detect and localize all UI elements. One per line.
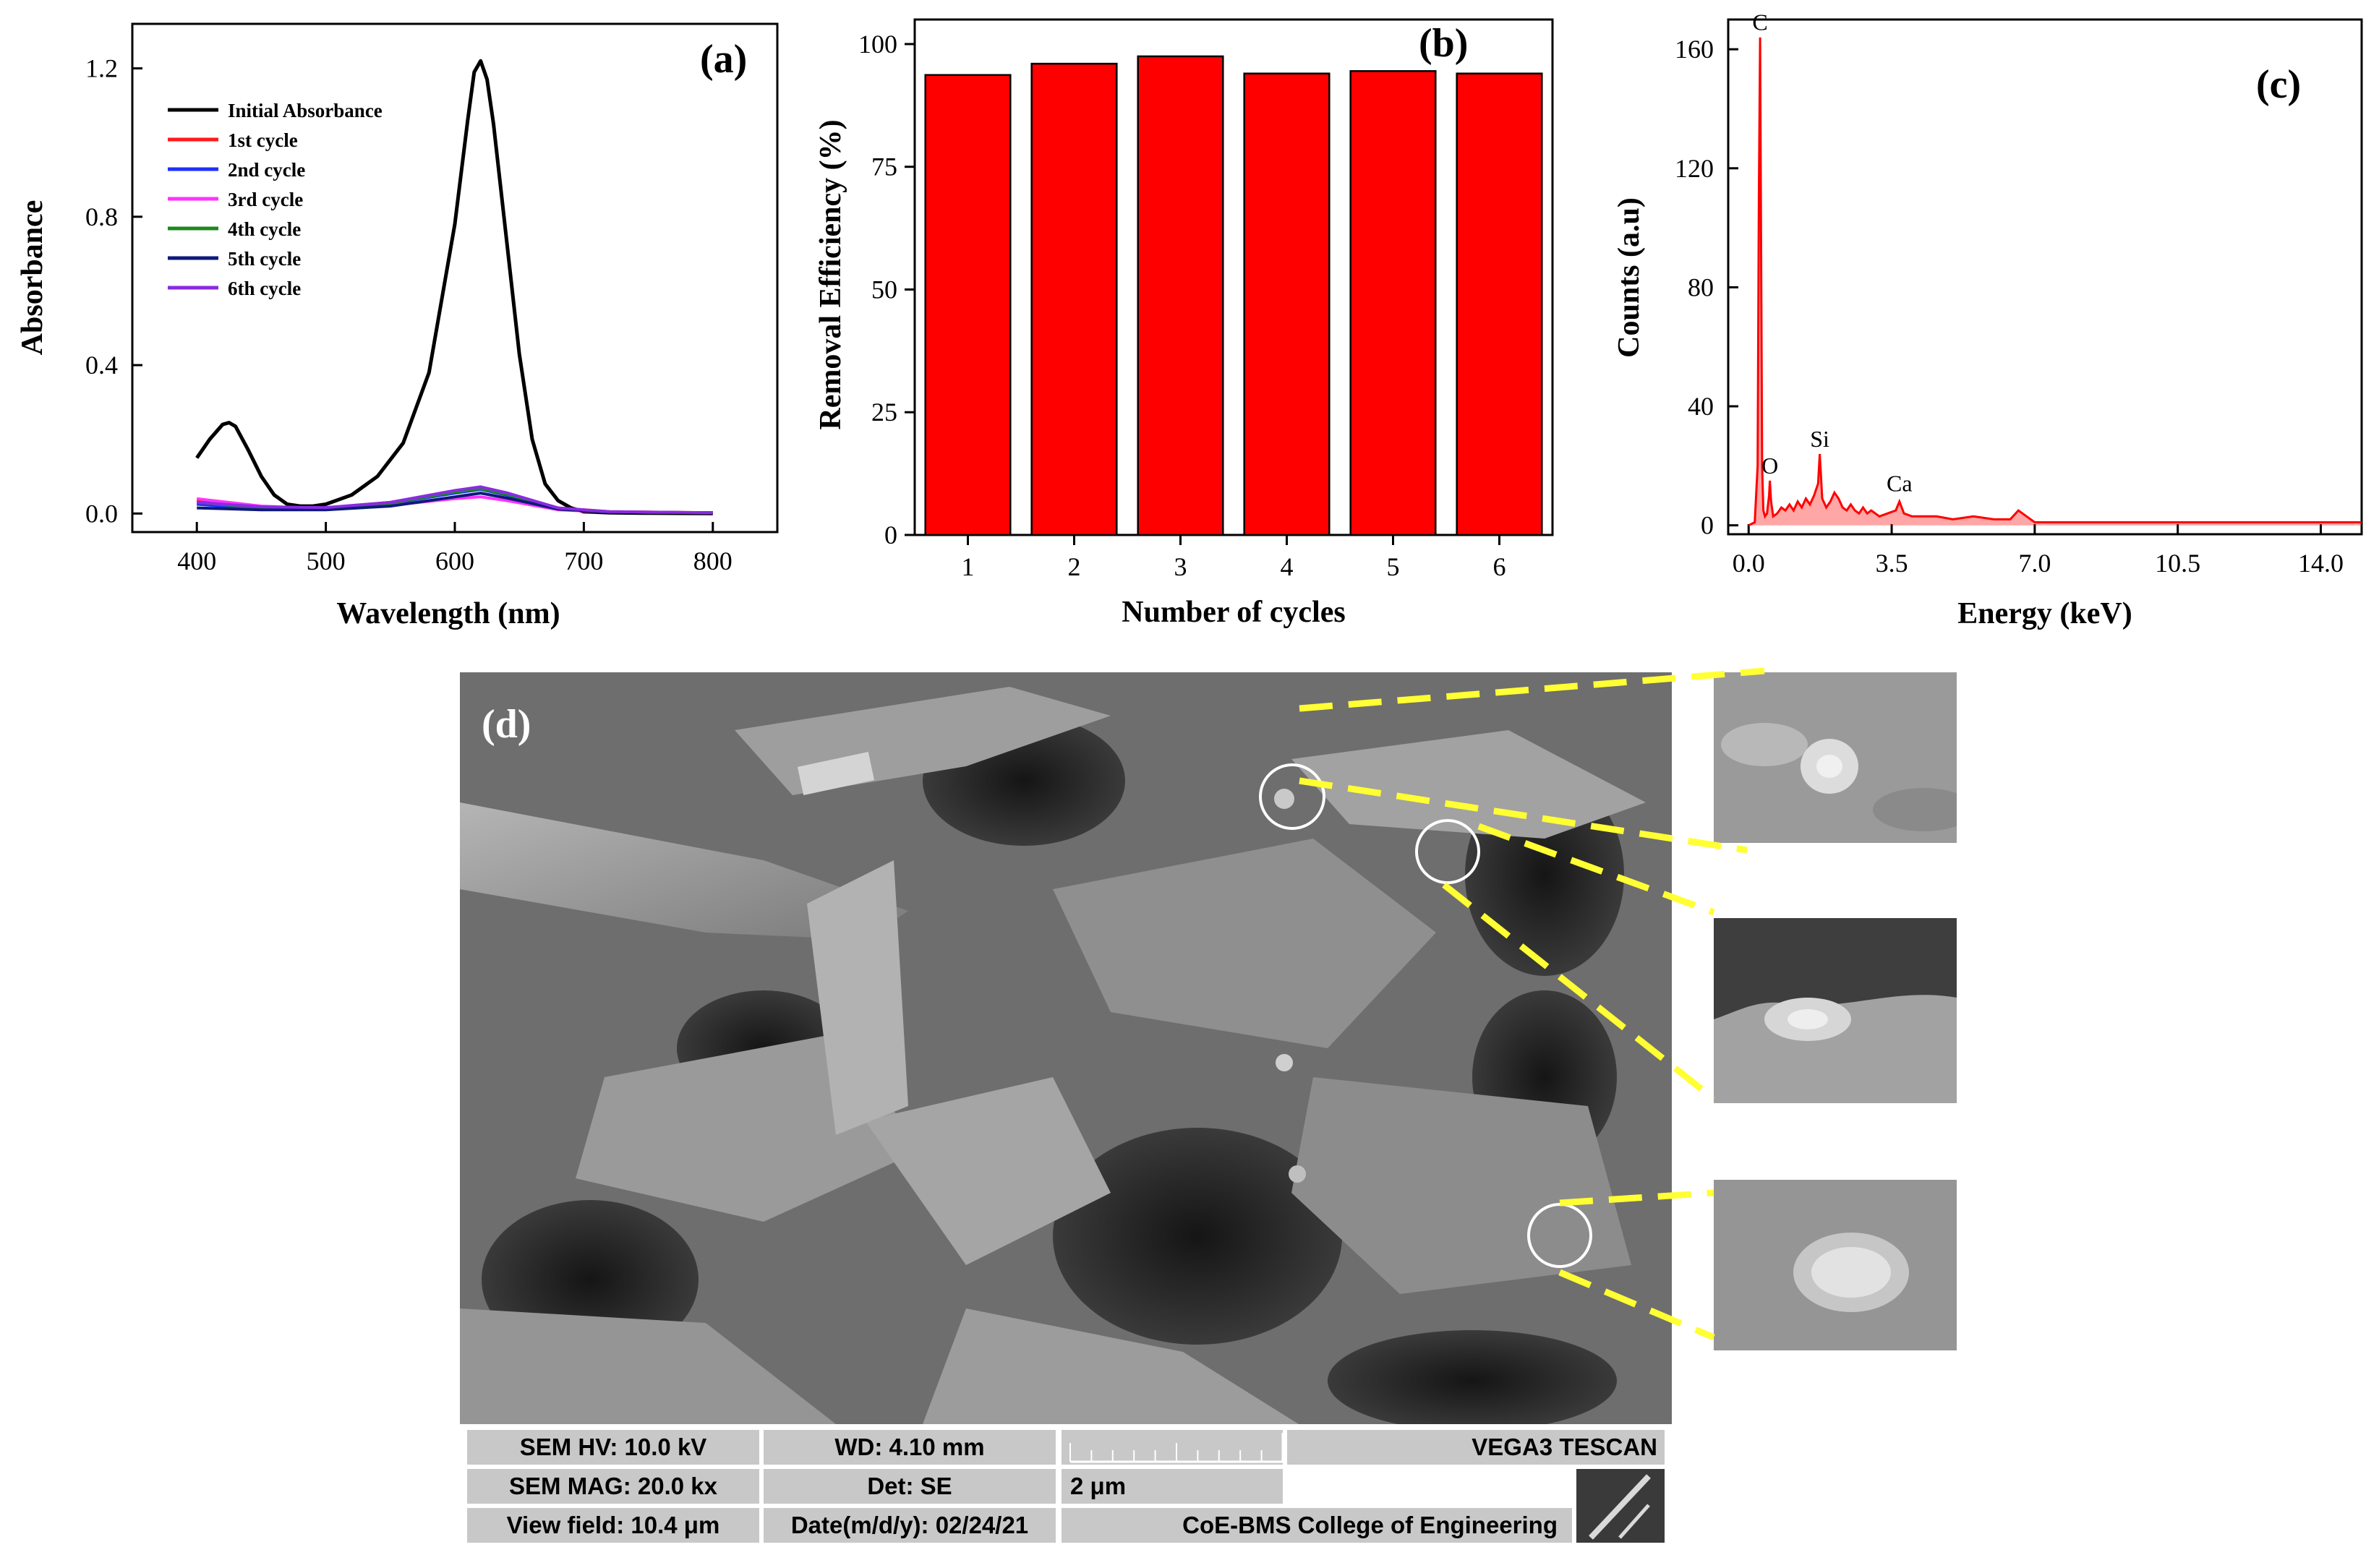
highlight-circle-1 — [1259, 763, 1325, 830]
y-tick-label: 0.4 — [85, 351, 118, 380]
legend-label: 2nd cycle — [228, 159, 305, 181]
leader-2b — [1442, 882, 1716, 1102]
legend-label: 6th cycle — [228, 278, 301, 299]
y-tick-label: 0 — [884, 520, 897, 549]
x-tick-label: 3 — [1174, 552, 1187, 581]
sem-texture — [460, 672, 1672, 1431]
sem-lab: CoE-BMS College of Engineering — [1062, 1508, 1572, 1543]
sem-mag: SEM MAG: 20.0 kx — [467, 1469, 759, 1504]
panel-label: (d) — [482, 702, 531, 747]
peak-label-si: Si — [1810, 426, 1829, 452]
highlight-circle-3 — [1527, 1203, 1592, 1268]
y-tick-label: 0.8 — [85, 202, 118, 231]
sem-wd: WD: 4.10 mm — [764, 1430, 1056, 1465]
tescan-logo-icon — [1589, 1474, 1651, 1540]
leader-2a — [1477, 823, 1715, 916]
panel-a-absorbance-chart: 400 500 600 700 800 0.0 0.4 0.8 1.2 Initial Abso… — [16, 22, 779, 630]
panel-label: (a) — [700, 37, 747, 82]
x-tick-label: 700 — [564, 547, 603, 575]
sem-info-bar: SEM HV: 10.0 kV WD: 4.10 mm VEGA3 TESCAN… — [460, 1424, 1672, 1547]
x-tick-label: 7.0 — [2018, 549, 2051, 578]
leader-1b — [1299, 777, 1748, 854]
y-axis-label: Removal Efficiency (%) — [814, 119, 847, 429]
inset-1-image — [1714, 672, 1957, 843]
peak-label-c: C — [1752, 9, 1767, 35]
x-tick-label: 4 — [1281, 552, 1294, 581]
sem-hv: SEM HV: 10.0 kV — [467, 1430, 759, 1465]
x-tick-label: 10.5 — [2155, 549, 2200, 578]
y-tick-label: 25 — [871, 398, 897, 427]
sem-micrograph: (d) SEM HV: 10.0 kV WD: 4.10 mm VEGA3 TE… — [460, 672, 1672, 1547]
legend-label: 4th cycle — [228, 218, 301, 240]
y-tick-label: 50 — [871, 275, 897, 304]
legend-label: 5th cycle — [228, 248, 301, 270]
series-line-1 — [195, 59, 713, 515]
bar-cycle-1 — [924, 74, 1012, 536]
y-tick-label: 40 — [1688, 392, 1714, 421]
scale-value: 2 μm — [1062, 1469, 1283, 1504]
y-tick-label: 0.0 — [85, 499, 118, 528]
x-axis-label: Energy (keV) — [1957, 597, 2132, 630]
scale-bar — [1062, 1430, 1283, 1465]
series-line-7 — [197, 485, 713, 515]
highlight-overlay — [1259, 763, 1592, 1268]
x-tick-label: 2 — [1068, 552, 1081, 581]
x-tick-label: 1 — [962, 552, 975, 581]
y-tick-label: 120 — [1675, 154, 1714, 183]
leader-3b — [1558, 1269, 1715, 1341]
x-tick-label: 800 — [693, 547, 733, 575]
y-tick-label: 100 — [858, 30, 897, 59]
inset-3-image — [1714, 1180, 1957, 1350]
highlight-circle-2 — [1415, 819, 1480, 884]
y-tick-label: 160 — [1675, 35, 1714, 64]
bar-cycle-6 — [1456, 72, 1543, 536]
y-axis-label: Absorbance — [16, 200, 49, 356]
sem-view-field: View field: 10.4 μm — [467, 1508, 759, 1543]
legend-label: 3rd cycle — [228, 189, 303, 210]
y-tick-label: 80 — [1688, 273, 1714, 301]
legend-label: 1st cycle — [228, 129, 298, 151]
inset-magnified-1 — [1714, 672, 1957, 843]
leader-1a — [1299, 667, 1765, 712]
x-tick-label: 5 — [1387, 552, 1400, 581]
plot-frame — [1727, 18, 2363, 536]
x-tick-label: 3.5 — [1876, 549, 1908, 578]
x-tick-label: 600 — [435, 547, 474, 575]
x-axis-label: Wavelength (nm) — [336, 597, 560, 630]
y-tick-label: 1.2 — [85, 54, 118, 83]
legend-label: Initial Absorbance — [228, 100, 383, 121]
scale-bar-ruler — [1069, 1433, 1283, 1463]
bar-cycle-3 — [1137, 55, 1224, 536]
x-tick-label: 0.0 — [1733, 549, 1765, 578]
y-axis-label: Counts (a.u) — [1613, 197, 1646, 358]
x-tick-label: 14.0 — [2298, 549, 2344, 578]
x-axis-label: Number of cycles — [1122, 596, 1345, 629]
bar-cycle-5 — [1349, 70, 1437, 536]
peak-label-o: O — [1761, 453, 1778, 479]
spectrum-line — [1748, 37, 2362, 527]
panel-label: (c) — [2256, 62, 2301, 107]
leader-3a — [1559, 1189, 1714, 1207]
x-tick-label: 400 — [177, 547, 216, 575]
peak-label-ca: Ca — [1887, 471, 1913, 497]
plot-frame — [913, 18, 1554, 536]
tescan-logo — [1576, 1469, 1665, 1543]
sem-date: Date(m/d/y): 02/24/21 — [764, 1508, 1056, 1543]
inset-magnified-3 — [1714, 1180, 1957, 1350]
bar-cycle-4 — [1243, 72, 1331, 536]
inset-magnified-2 — [1714, 918, 1957, 1103]
y-tick-label: 0 — [1701, 511, 1714, 540]
bar-cycle-2 — [1030, 62, 1118, 536]
x-tick-label: 500 — [307, 547, 346, 575]
sem-det: Det: SE — [764, 1469, 1056, 1504]
y-tick-label: 75 — [871, 153, 897, 181]
panel-label: (b) — [1419, 21, 1468, 66]
sem-vendor: VEGA3 TESCAN — [1287, 1430, 1665, 1465]
inset-2-image — [1714, 918, 1957, 1103]
x-tick-label: 6 — [1493, 552, 1506, 581]
panel-b-removal-efficiency-chart: 0 25 50 75 100 1 2 3 4 5 6 (b) Number of cycles Re… — [814, 18, 1554, 629]
